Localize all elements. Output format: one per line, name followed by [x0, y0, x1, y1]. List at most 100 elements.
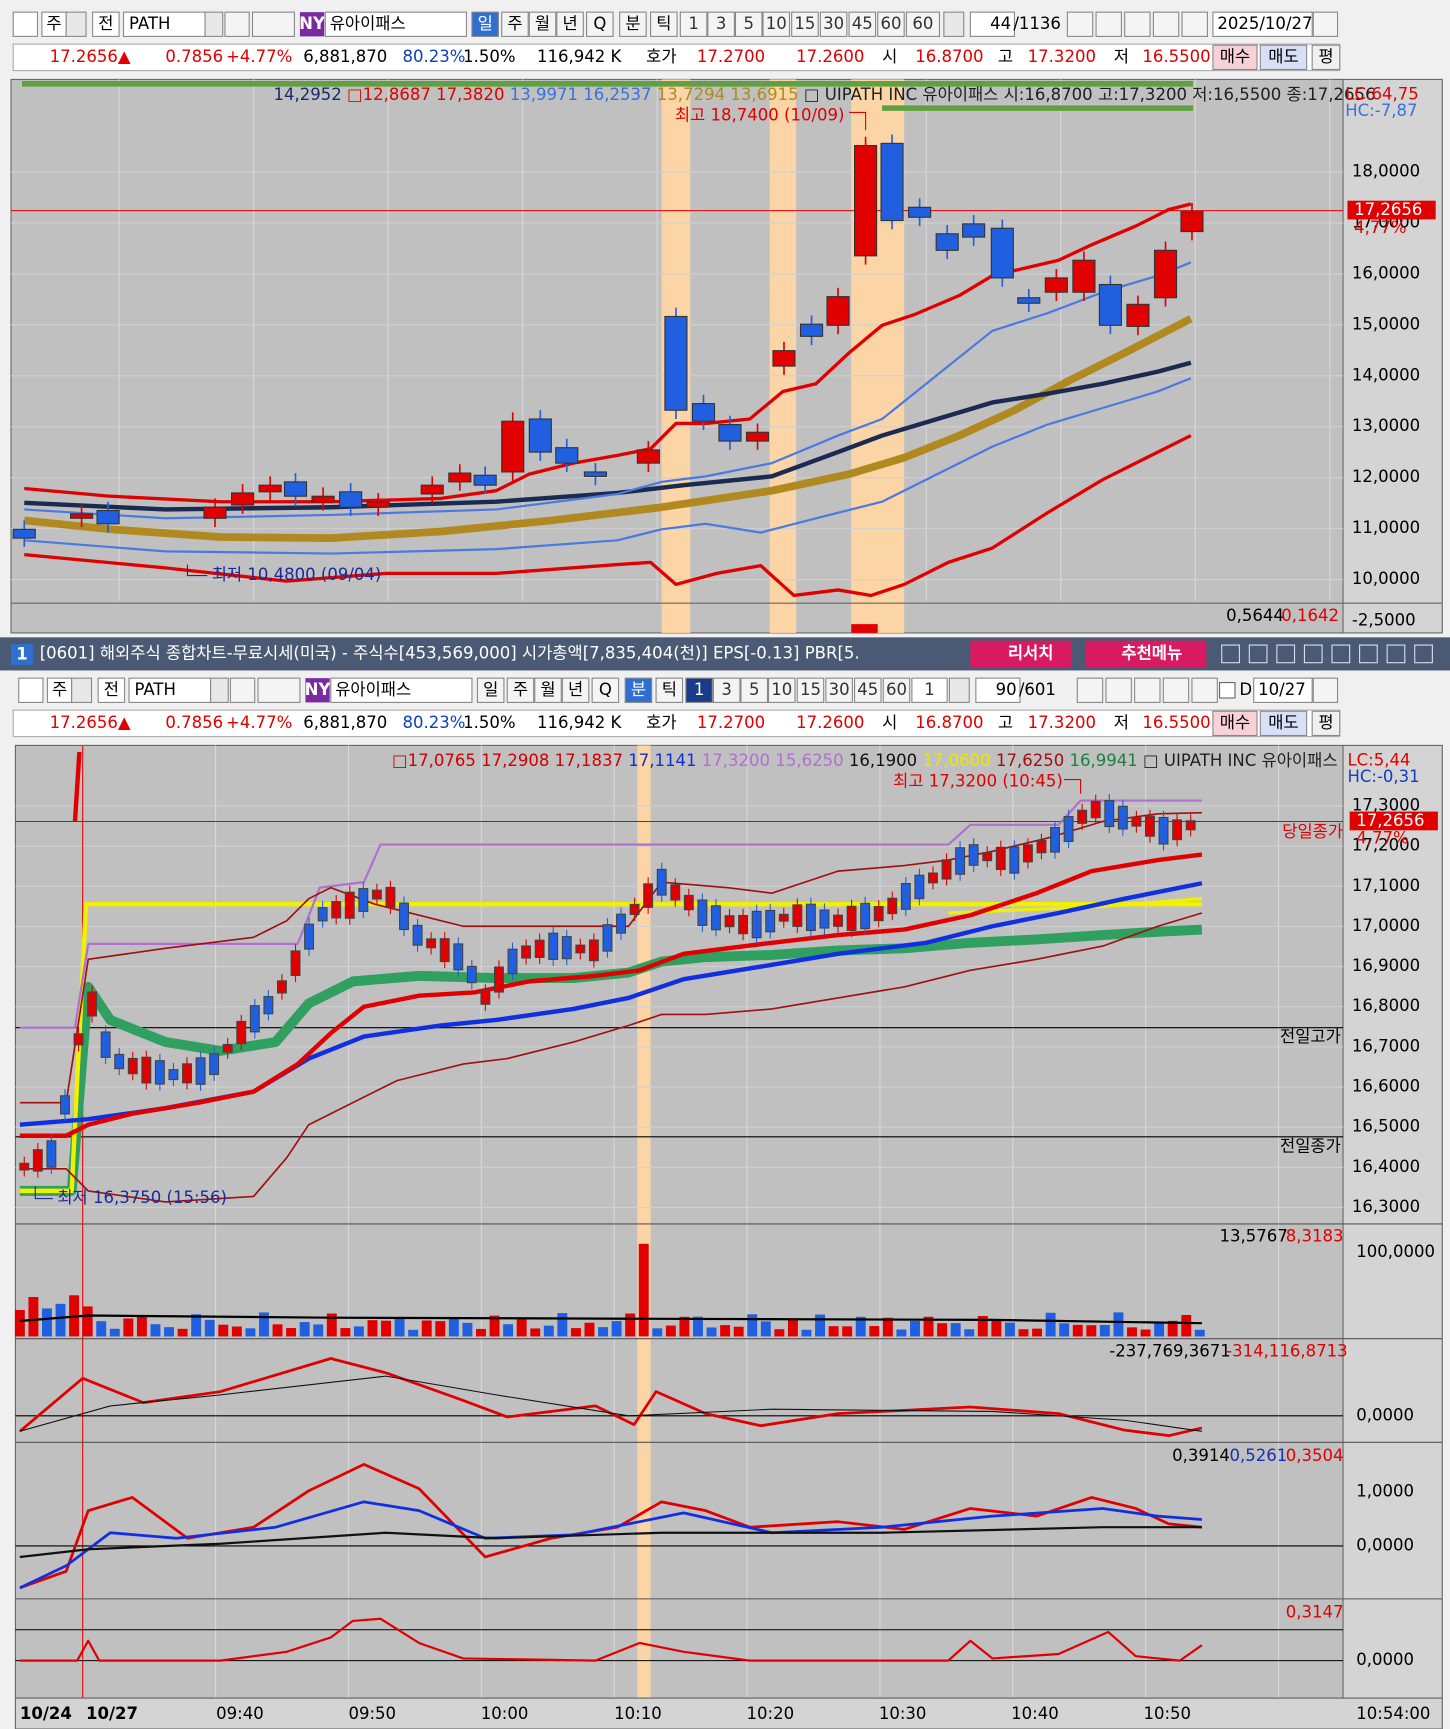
market-box[interactable]	[46, 677, 73, 703]
tool-icon[interactable]	[1066, 11, 1094, 37]
window-control[interactable]	[1359, 644, 1378, 664]
date-box[interactable]	[1253, 677, 1313, 703]
period-button[interactable]	[528, 11, 557, 37]
trade-button[interactable]	[1212, 710, 1258, 737]
interval-button[interactable]	[911, 677, 948, 703]
period-button[interactable]	[655, 677, 684, 703]
window-control[interactable]	[1331, 644, 1351, 664]
search-button[interactable]	[229, 677, 256, 703]
window-control[interactable]	[1414, 644, 1433, 664]
calendar-button[interactable]	[1312, 11, 1339, 37]
window-control[interactable]	[1221, 644, 1240, 664]
interval-button[interactable]	[712, 677, 741, 703]
dropdown[interactable]	[71, 677, 93, 703]
dropdown[interactable]	[943, 11, 965, 37]
name-box[interactable]	[330, 677, 473, 703]
period-button[interactable]	[650, 11, 678, 37]
candle-body	[331, 901, 342, 919]
period-button[interactable]	[476, 677, 505, 703]
code-box[interactable]	[128, 677, 212, 703]
window-control[interactable]	[1248, 644, 1268, 664]
volume-bar	[530, 1328, 541, 1337]
market-box[interactable]	[41, 11, 67, 37]
dropdown[interactable]	[210, 677, 229, 703]
tool-icon[interactable]	[1124, 11, 1151, 37]
sound-button[interactable]	[257, 677, 301, 703]
period-button[interactable]	[619, 11, 647, 37]
mode-box[interactable]	[97, 677, 126, 703]
recommend-button[interactable]	[1085, 640, 1207, 668]
interval-button[interactable]	[796, 677, 825, 703]
period-button[interactable]	[471, 11, 499, 37]
date-box[interactable]	[1212, 11, 1313, 37]
trade-button[interactable]	[1311, 44, 1341, 71]
price-axis-label: 16,8000	[1352, 996, 1420, 1015]
volume-bar	[1127, 1327, 1137, 1337]
dropdown[interactable]	[948, 677, 970, 703]
window-control[interactable]	[1276, 644, 1296, 664]
line-label: 당일종가	[1282, 822, 1343, 841]
volume-bar	[381, 1320, 392, 1337]
calendar-button[interactable]	[1312, 677, 1339, 703]
interval-button[interactable]	[905, 11, 941, 37]
candle-body	[990, 227, 1014, 279]
dropdown[interactable]	[65, 11, 87, 37]
period-button[interactable]	[586, 11, 614, 37]
dropdown[interactable]	[204, 11, 224, 37]
sound-button[interactable]	[251, 11, 295, 37]
research-button[interactable]	[970, 640, 1072, 668]
interval-button[interactable]	[882, 677, 911, 703]
search-button[interactable]	[224, 11, 250, 37]
name-box[interactable]	[324, 11, 467, 37]
code-box[interactable]	[122, 11, 206, 37]
interval-button[interactable]	[679, 11, 708, 37]
candle-body	[59, 1095, 70, 1115]
period-button[interactable]	[561, 677, 590, 703]
tool-icon[interactable]	[1152, 11, 1180, 37]
interval-button[interactable]	[762, 11, 791, 37]
interval-button[interactable]	[740, 677, 769, 703]
price-tag-label: 17,2656	[1354, 200, 1422, 219]
count-box[interactable]	[969, 11, 1016, 37]
trade-button[interactable]	[1259, 710, 1308, 737]
trade-button[interactable]	[1259, 44, 1308, 71]
note-arrow	[34, 1186, 53, 1200]
period-button[interactable]	[501, 11, 529, 37]
interval-button[interactable]	[707, 11, 735, 37]
interval-button[interactable]	[877, 11, 905, 37]
candle-body	[358, 888, 369, 912]
count-box[interactable]	[975, 677, 1021, 703]
interval-button[interactable]	[848, 11, 877, 37]
tool-icon[interactable]	[1191, 677, 1218, 703]
trade-button[interactable]	[1212, 44, 1258, 71]
period-button[interactable]	[556, 11, 584, 37]
toolbar-icon[interactable]	[12, 11, 39, 37]
window-control[interactable]	[1386, 644, 1406, 664]
tool-icon[interactable]	[1134, 677, 1161, 703]
count: 44	[990, 14, 1011, 33]
interval-button[interactable]	[825, 677, 853, 703]
period-button[interactable]	[591, 677, 620, 703]
candle-body	[697, 899, 708, 926]
interval-button[interactable]	[854, 677, 882, 703]
window-control[interactable]	[1303, 644, 1323, 664]
mode-box[interactable]	[92, 11, 120, 37]
tool-icon[interactable]	[1095, 11, 1122, 37]
interval-button[interactable]	[819, 11, 848, 37]
interval-button[interactable]	[734, 11, 763, 37]
interval-button[interactable]	[768, 677, 796, 703]
tool-icon[interactable]	[1105, 677, 1132, 703]
candle-body	[263, 996, 274, 1015]
trade-button[interactable]	[1311, 710, 1341, 737]
toolbar-icon[interactable]	[18, 677, 44, 703]
period-button[interactable]	[506, 677, 535, 703]
tool-icon[interactable]	[1076, 677, 1104, 703]
tool-icon[interactable]	[1162, 677, 1190, 703]
d-checkbox[interactable]	[1218, 682, 1236, 699]
period-button[interactable]	[534, 677, 562, 703]
tool-icon[interactable]	[1181, 11, 1208, 37]
period-button[interactable]	[624, 677, 653, 703]
interval-button[interactable]	[791, 11, 819, 37]
quote-low: 16.5500	[1142, 47, 1210, 66]
interval-button[interactable]	[685, 677, 713, 703]
